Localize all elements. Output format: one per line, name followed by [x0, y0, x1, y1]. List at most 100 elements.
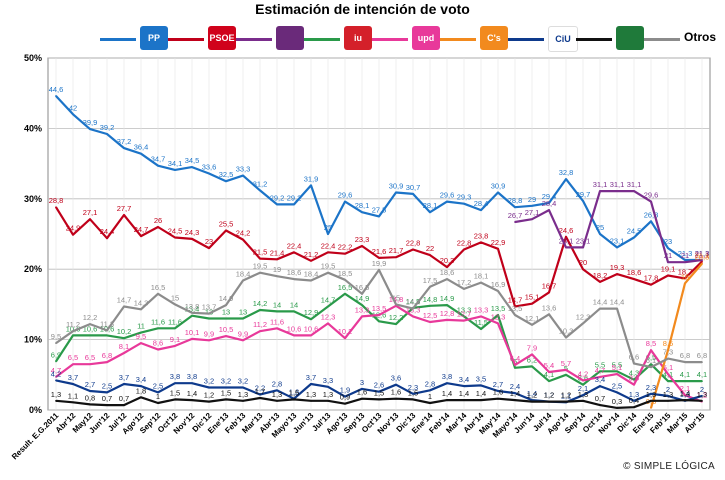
data-point-pnv	[208, 400, 210, 403]
data-label-psoe: 15,1	[525, 293, 540, 302]
data-point-otros	[599, 307, 601, 310]
data-point-otros	[701, 361, 703, 364]
data-label-psoe: 21,6	[372, 247, 387, 256]
data-point-otros	[463, 288, 465, 290]
data-label-pp: 29	[528, 195, 536, 204]
data-point-iu	[327, 305, 329, 308]
data-point-otros	[208, 312, 210, 315]
data-label-otros: 14,7	[117, 296, 132, 305]
data-label-otros: 13,6	[542, 303, 557, 312]
data-label-upyd: 12,7	[457, 310, 472, 319]
data-point-podemos	[701, 259, 703, 261]
data-point-pnv	[310, 399, 312, 402]
data-point-ciu	[72, 383, 74, 385]
data-point-upyd	[684, 394, 686, 397]
data-label-upyd: 13,3	[355, 305, 370, 314]
data-point-iu	[157, 327, 159, 330]
data-label-pnv: 1,3	[238, 390, 248, 399]
data-label-upyd: 8,6	[153, 338, 163, 347]
data-point-iu	[599, 370, 601, 373]
data-point-ciu	[327, 385, 329, 388]
data-point-pp	[531, 204, 533, 207]
data-point-pp	[344, 200, 346, 203]
data-label-pp: 23,1	[610, 236, 625, 245]
data-point-pp	[446, 200, 448, 203]
data-point-pp	[276, 203, 278, 206]
data-point-otros	[667, 357, 669, 360]
data-point-psoe	[140, 235, 142, 238]
data-point-pp	[225, 180, 227, 183]
data-point-pp	[429, 211, 431, 214]
data-point-upyd	[531, 353, 533, 356]
data-point-pnv	[174, 398, 176, 401]
data-point-psoe	[225, 229, 227, 232]
data-point-ciu	[633, 399, 635, 402]
data-point-psoe	[174, 236, 176, 239]
data-point-ciu	[123, 383, 125, 385]
data-point-pp	[412, 192, 414, 195]
data-label-ciu: 1,3	[680, 390, 690, 399]
data-point-iu	[463, 315, 465, 318]
data-label-psoe: 19,1	[661, 265, 676, 274]
data-point-iu	[55, 360, 57, 363]
data-point-iu	[259, 309, 261, 311]
data-label-pp: 31,2	[253, 179, 268, 188]
data-point-upyd	[55, 376, 57, 378]
data-point-ciu	[191, 382, 193, 385]
data-point-pnv	[72, 401, 74, 404]
party-logo-icon: upd	[412, 26, 440, 50]
data-point-psoe	[208, 247, 210, 249]
data-label-iu: 11,6	[168, 317, 182, 326]
data-label-pp: 33,3	[236, 165, 251, 174]
data-point-otros	[123, 305, 125, 308]
data-point-pp	[106, 133, 108, 135]
data-label-iu: 14,7	[321, 296, 336, 305]
data-point-otros	[293, 278, 295, 280]
data-label-upyd: 8,1	[119, 342, 129, 351]
data-label-pp: 39,9	[83, 118, 98, 127]
data-label-podemos: 29,6	[644, 191, 659, 200]
data-label-ciu: 3,3	[323, 376, 333, 385]
data-label-otros: 16,9	[491, 280, 506, 289]
legend-swatch	[100, 38, 136, 41]
data-point-pnv	[582, 399, 584, 402]
data-label-ciu: 1,2	[544, 391, 554, 400]
data-point-iu	[684, 380, 686, 383]
data-point-psoe	[378, 257, 380, 259]
data-point-upyd	[616, 373, 618, 375]
data-point-pp	[157, 164, 159, 167]
data-label-psoe: 20,3	[440, 256, 455, 265]
data-point-pp	[480, 209, 482, 211]
data-point-iu	[174, 327, 176, 330]
data-point-pp	[514, 206, 516, 209]
data-point-otros	[633, 362, 635, 365]
data-label-otros: 11,2	[66, 320, 80, 329]
data-label-ciu: 2,7	[85, 380, 95, 389]
chart-title: Estimación de intención de voto	[255, 1, 470, 17]
data-point-otros	[616, 307, 618, 310]
data-point-pp	[650, 220, 652, 223]
data-point-psoe	[650, 283, 652, 286]
data-point-pnv	[106, 404, 108, 406]
data-point-podemos	[531, 218, 533, 221]
data-label-iu: 10,6	[83, 324, 98, 333]
data-point-iu	[106, 334, 108, 337]
data-point-otros	[650, 366, 652, 368]
data-point-ciu	[395, 383, 397, 386]
y-tick-label: 40%	[24, 123, 42, 133]
data-label-otros: 12,1	[525, 314, 540, 323]
party-logo-icon	[616, 26, 644, 50]
data-label-iu: 11	[137, 322, 145, 331]
data-label-podemos: 21	[664, 251, 672, 260]
data-point-pp	[463, 202, 465, 205]
data-label-psoe: 23,8	[474, 231, 489, 240]
data-label-iu: 4,1	[697, 370, 707, 379]
data-label-pp: 30,9	[389, 181, 404, 190]
data-label-otros: 16,5	[151, 283, 166, 292]
data-label-pnv: 1,3	[51, 390, 61, 399]
data-label-pnv: 1,3	[646, 390, 656, 399]
data-label-pnv: 1,6	[493, 388, 503, 397]
data-point-otros	[140, 308, 142, 311]
data-point-otros	[242, 279, 244, 282]
legend-swatch	[440, 38, 476, 41]
